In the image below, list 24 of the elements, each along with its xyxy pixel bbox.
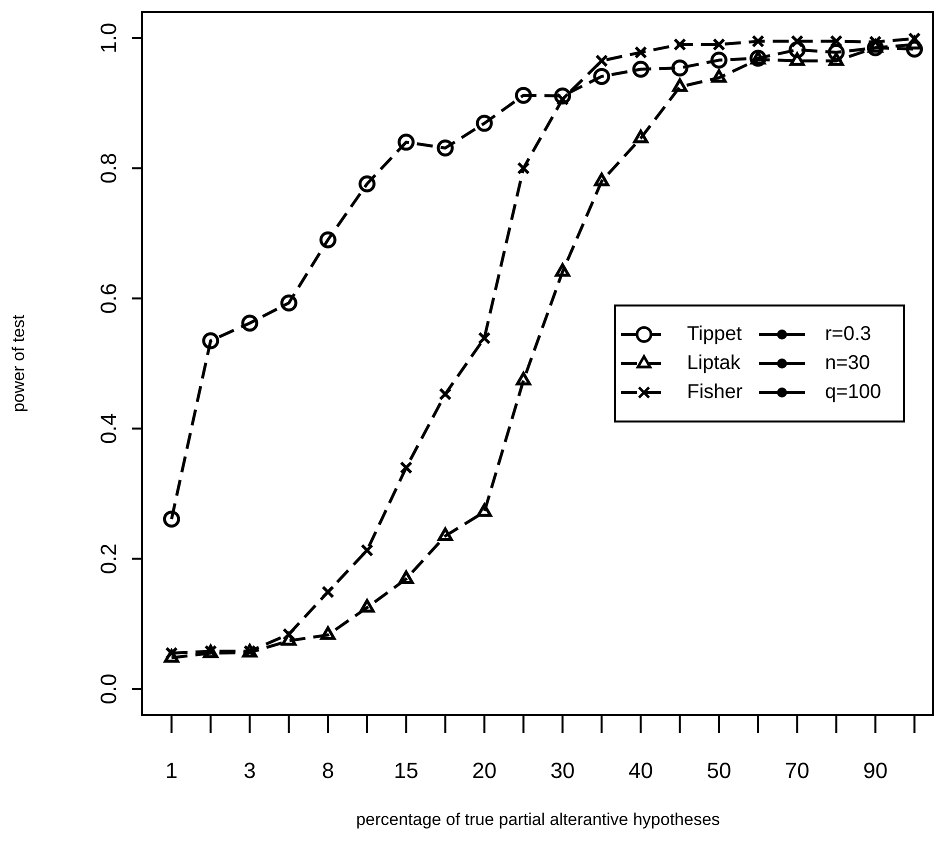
x-tick-label: 8 <box>322 758 334 783</box>
x-tick-label: 1 <box>165 758 178 783</box>
x-tick-label: 40 <box>628 758 653 783</box>
legend-label: n=30 <box>825 352 870 374</box>
legend-label: Tippet <box>687 323 742 346</box>
y-axis-title: power of test <box>9 314 28 412</box>
x-axis-title: percentage of true partial alterantive hypotheses <box>356 810 720 829</box>
y-tick-label: 1.0 <box>96 22 121 54</box>
legend-label: q=100 <box>825 381 882 404</box>
legend-label: r=0.3 <box>825 323 872 346</box>
x-tick-label: 90 <box>863 758 888 783</box>
x-tick-label: 70 <box>784 758 810 783</box>
x-tick-label: 30 <box>550 758 575 783</box>
x-tick-label: 20 <box>472 758 497 783</box>
x-tick-label: 15 <box>394 758 418 783</box>
y-tick-label: 0.0 <box>96 674 121 704</box>
legend-label: Liptak <box>687 352 742 374</box>
y-tick-label: 0.6 <box>96 283 121 314</box>
y-tick-label: 0.8 <box>96 152 121 184</box>
y-tick-label: 0.2 <box>96 543 121 574</box>
x-tick-label: 3 <box>244 758 256 783</box>
legend-label: Fisher <box>687 381 743 404</box>
y-tick-label: 0.4 <box>96 413 121 444</box>
x-tick-label: 50 <box>706 758 732 783</box>
